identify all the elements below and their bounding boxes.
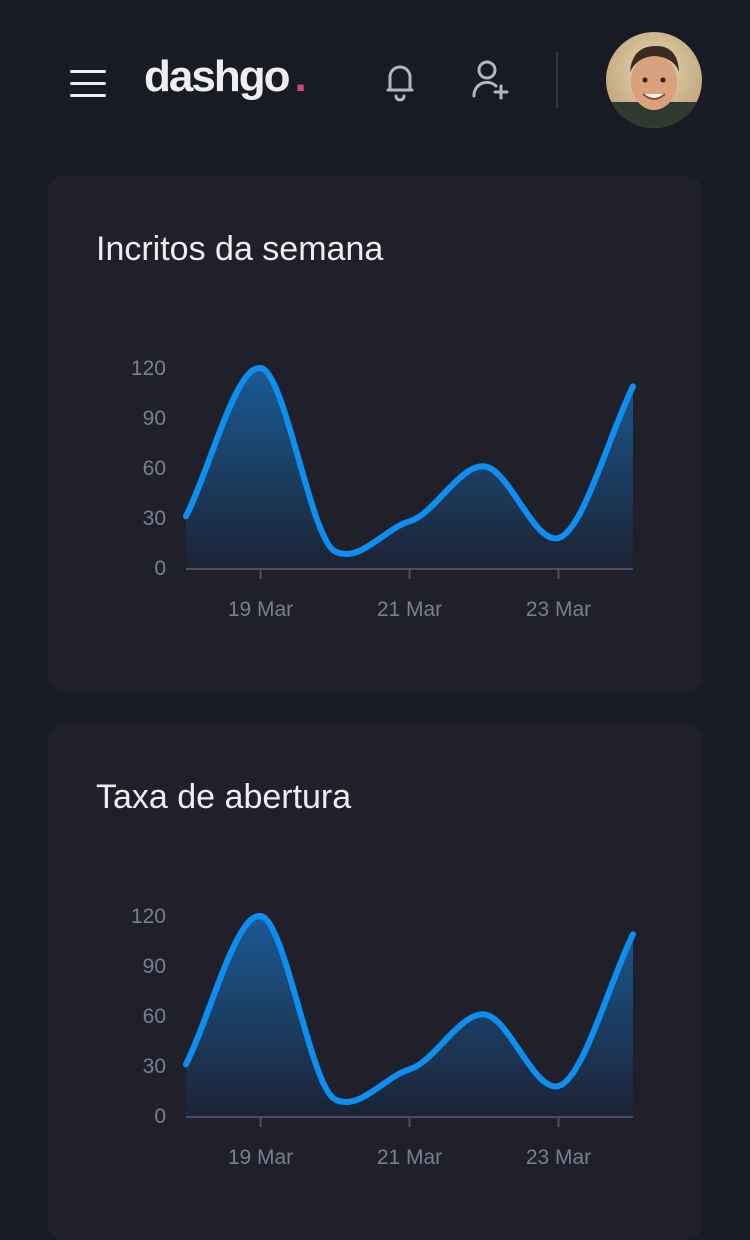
chart-series-line [183,365,636,557]
area-chart: 0 30 60 90 120 19 Mar 21 Mar 23 Mar [131,905,636,1169]
menu-icon-bar [70,82,106,85]
notifications-button[interactable] [380,60,420,102]
logo: dashgo. [144,52,307,102]
y-tick-label: 0 [154,557,166,580]
avatar[interactable] [606,32,702,128]
avatar-image [606,32,702,128]
card-title: Taxa de abertura [96,778,352,816]
x-tick-label: 23 Mar [526,1146,591,1169]
menu-icon-bar [70,70,106,73]
chart-card-taxa: Taxa de abertura 0 30 60 90 120 19 Mar 21 Mar 2… [48,724,702,1240]
y-tick-label: 0 [154,1105,166,1128]
x-tick-label: 19 Mar [228,1146,293,1169]
bell-icon [386,65,414,102]
menu-button[interactable] [68,66,108,102]
menu-icon-bar [70,94,106,97]
chart-area-fill [186,915,633,1116]
y-tick-label: 30 [143,507,166,530]
y-tick-label: 120 [131,357,166,380]
x-tick-label: 21 Mar [377,598,442,621]
y-tick-label: 60 [143,1005,166,1028]
x-tick-label: 23 Mar [526,598,591,621]
chart-card-incritos: Incritos da semana 0 30 60 90 120 19 Mar 21 Ma… [48,176,702,692]
top-header: dashgo. [0,0,750,160]
chart-series-line [183,913,636,1105]
x-tick-label: 21 Mar [377,1146,442,1169]
y-tick-label: 90 [143,955,166,978]
user-plus-icon [472,60,509,100]
area-chart: 0 30 60 90 120 19 Mar 21 Mar 23 Mar [131,357,636,621]
y-tick-label: 60 [143,457,166,480]
y-tick-label: 30 [143,1055,166,1078]
add-user-button[interactable] [470,58,512,102]
logo-dot: . [294,52,306,101]
card-title: Incritos da semana [96,230,384,268]
logo-text: dashgo [144,52,290,101]
header-divider [556,52,558,108]
y-tick-label: 120 [131,905,166,928]
x-tick-label: 19 Mar [228,598,293,621]
y-tick-label: 90 [143,407,166,430]
chart-area-fill [186,367,633,568]
